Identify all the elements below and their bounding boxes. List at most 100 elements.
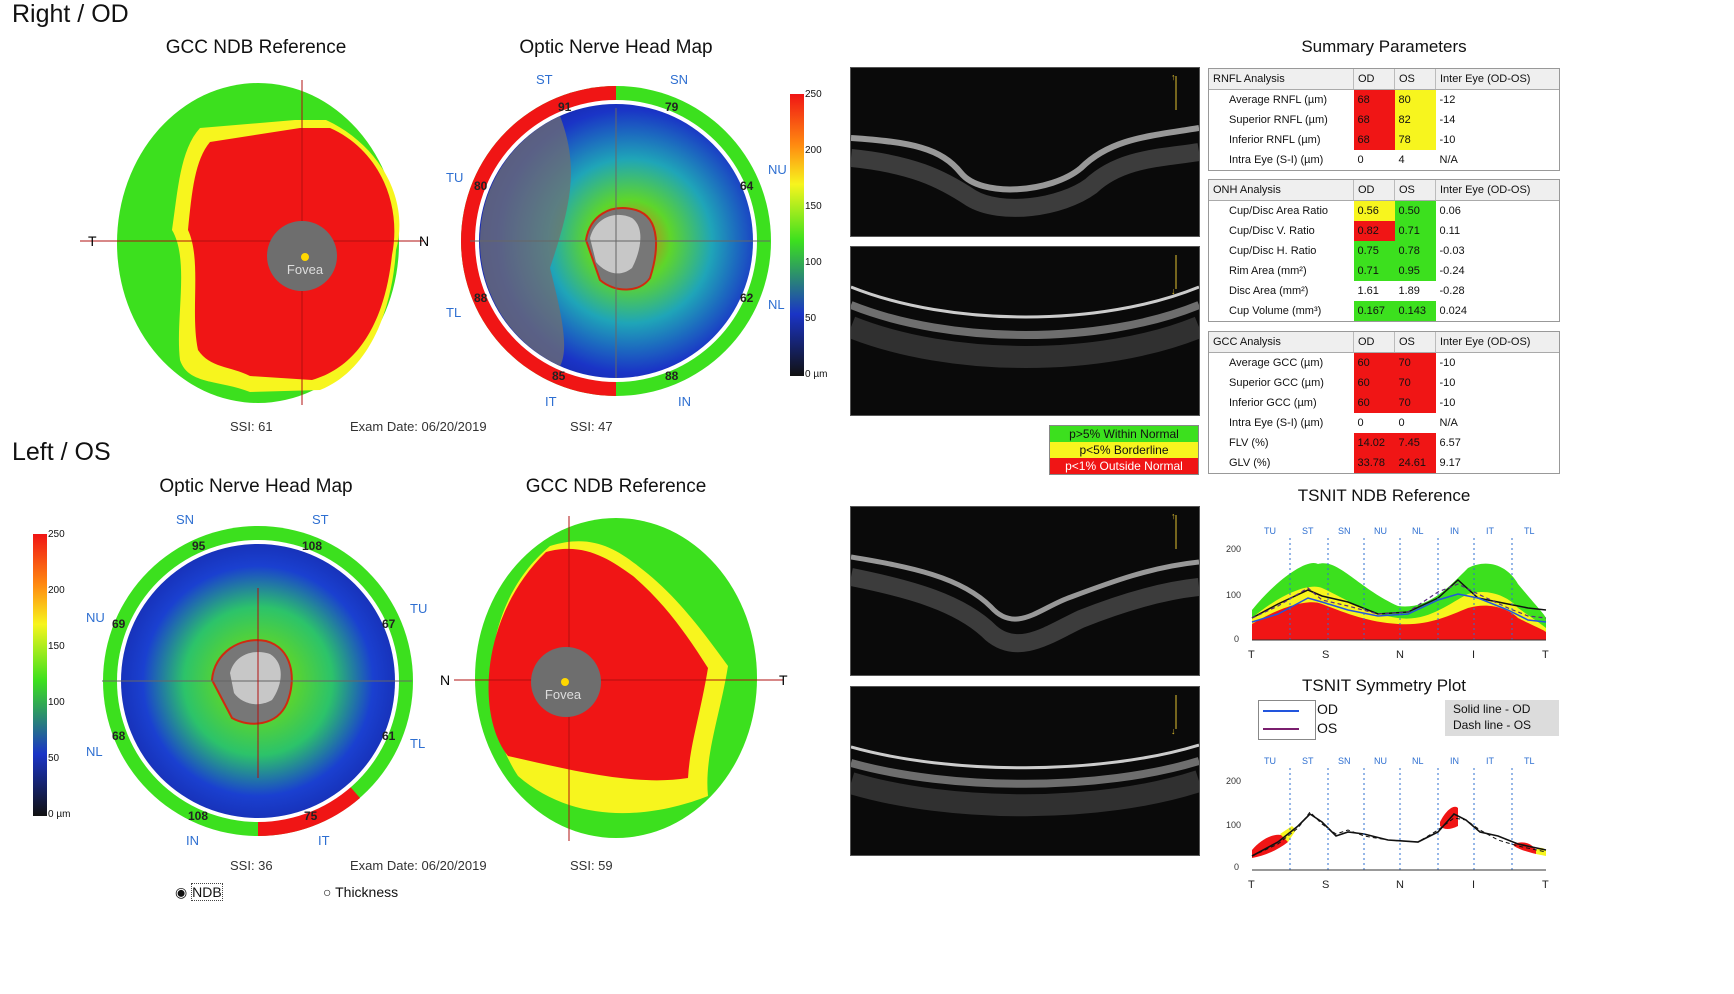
ndb-sector-sn: SN (1338, 526, 1351, 536)
os-gcc-axis-left: N (440, 672, 450, 688)
gcc-od-value: 60 (1353, 393, 1395, 413)
radio-ndb-label: NDB (191, 883, 223, 901)
os-bscan-vertical[interactable]: ↑ (850, 506, 1200, 676)
os-onh-value-in: 108 (188, 809, 208, 823)
onh-col-os: OS (1394, 180, 1436, 201)
od-color-scale-bar (790, 94, 804, 376)
rnfl-od-value: 68 (1353, 89, 1395, 110)
sym-sector-in: IN (1450, 756, 1459, 766)
os-onh-value-nl: 68 (112, 729, 126, 743)
radio-ndb-selected-icon: ◉ (175, 884, 188, 900)
ndb-xtick-t1: T (1248, 649, 1255, 661)
od-sector-nu: NU (768, 162, 787, 177)
od-gcc-map[interactable]: T N Fovea (80, 80, 440, 410)
gcc-os-value: 70 (1394, 393, 1436, 413)
os-bscan-horizontal[interactable]: ↓ (850, 686, 1200, 856)
rnfl-os-value: 4 (1398, 154, 1405, 166)
os-color-scale-ticks: 250 200 150 100 50 0 µm (48, 530, 71, 824)
radio-ndb[interactable]: ◉ NDB (175, 883, 223, 901)
os-bscan-down-arrow: ↓ (1171, 726, 1176, 736)
tsnit-sym-plot[interactable]: TU ST SN NU NL IN IT TL 200 100 0 T S N … (1218, 746, 1558, 892)
os-onh-value-tu: 67 (382, 617, 396, 631)
rnfl-param-label: Superior RNFL (µm) (1229, 114, 1328, 126)
onh-os-value: 0.78 (1394, 241, 1436, 261)
gcc-table-row: Intra Eye (S-I) (µm) 0 0 N/A (1209, 413, 1559, 433)
onh-os-value: 0.95 (1394, 261, 1436, 281)
onh-od-value: 0.82 (1353, 221, 1395, 241)
onh-table-row: Cup/Disc H. Ratio 0.75 0.78 -0.03 (1209, 241, 1559, 261)
rnfl-col-od: OD (1353, 69, 1395, 90)
sym-sector-tu: TU (1264, 756, 1276, 766)
os-onh-title: Optic Nerve Head Map (159, 476, 353, 497)
onh-od-value: 0.71 (1353, 261, 1395, 281)
ndb-ytick-0: 0 (1234, 634, 1239, 644)
os-onh-value-nu: 69 (112, 617, 126, 631)
od-onh-map[interactable]: 91 79 64 62 88 85 88 80 (440, 68, 790, 418)
od-onh-title: Optic Nerve Head Map (519, 37, 713, 58)
gcc-body: Average GCC (µm) 60 70 -10 Superior GCC (µm)… (1209, 352, 1559, 473)
os-fovea-label: Fovea (545, 687, 582, 702)
od-sector-tl: TL (446, 305, 462, 320)
onh-param-label: Cup/Disc V. Ratio (1229, 225, 1315, 237)
od-onh-value-it: 85 (552, 369, 566, 383)
onh-inter-eye-value: 0.11 (1439, 225, 1461, 237)
od-fovea-label: Fovea (287, 262, 324, 277)
ndb-xtick-i: I (1472, 649, 1475, 661)
od-scale-250: 250 (805, 89, 822, 100)
gcc-inter-eye-value: -10 (1439, 357, 1456, 369)
sym-xtick-t2: T (1542, 879, 1549, 891)
od-sector-it: IT (545, 394, 557, 409)
radio-thickness[interactable]: ○ Thickness (323, 884, 398, 900)
os-sector-nl: NL (86, 744, 103, 759)
onh-inter-eye-value: 0.024 (1439, 305, 1468, 317)
gcc-table-row: Average GCC (µm) 60 70 -10 (1209, 352, 1559, 373)
os-gcc-ssi: SSI: 59 (570, 858, 613, 873)
od-bscan-vertical[interactable]: ↑ (850, 67, 1200, 237)
od-exam-date: Exam Date: 06/20/2019 (350, 419, 487, 434)
os-scale-0: 0 µm (48, 809, 71, 820)
od-bscan-horizontal[interactable]: ↓ (850, 246, 1200, 416)
gcc-os-value: 7.45 (1394, 433, 1436, 453)
sym-xtick-n: N (1396, 879, 1404, 891)
rnfl-col-inter: Inter Eye (OD-OS) (1435, 69, 1559, 90)
ndb-sector-nu: NU (1374, 526, 1387, 536)
rnfl-col-name: RNFL Analysis (1209, 69, 1354, 90)
gcc-od-value: 0 (1357, 417, 1364, 429)
os-gcc-map[interactable]: N T Fovea (438, 516, 798, 846)
gcc-os-value: 0 (1398, 417, 1405, 429)
gcc-param-label: GLV (%) (1229, 457, 1271, 469)
od-onh-value-tu: 80 (474, 179, 488, 193)
os-sector-st: ST (312, 512, 329, 527)
sym-sector-nu: NU (1374, 756, 1387, 766)
gcc-param-label: Superior GCC (µm) (1229, 377, 1324, 389)
ndb-xtick-t2: T (1542, 649, 1549, 661)
onh-os-value: 0.71 (1394, 221, 1436, 241)
onh-od-value: 0.75 (1353, 241, 1395, 261)
od-sector-sn: SN (670, 72, 689, 87)
ndb-sector-tl: TL (1524, 526, 1535, 536)
onh-inter-eye-value: -0.24 (1439, 265, 1465, 277)
od-gcc-axis-right: N (419, 233, 429, 249)
od-scale-100: 100 (805, 257, 822, 268)
os-onh-value-st: 108 (302, 539, 322, 553)
rnfl-header-row: RNFL Analysis OD OS Inter Eye (OD-OS) (1209, 69, 1559, 90)
od-sector-tu: TU (446, 170, 464, 185)
os-onh-value-sn: 95 (192, 539, 206, 553)
os-onh-map[interactable]: 95 108 69 67 68 61 108 75 (82, 508, 432, 858)
gcc-od-value: 14.02 (1353, 433, 1395, 453)
gcc-inter-eye-value: 6.57 (1439, 437, 1461, 449)
os-sector-nu: NU (86, 610, 105, 625)
rnfl-table: RNFL Analysis OD OS Inter Eye (OD-OS) Av… (1208, 68, 1560, 171)
gcc-os-value: 70 (1394, 373, 1436, 393)
onh-table-row: Rim Area (mm²) 0.71 0.95 -0.24 (1209, 261, 1559, 281)
od-color-scale-ticks: 250 200 150 100 50 0 µm (805, 89, 827, 384)
od-onh-value-sn: 79 (665, 100, 679, 114)
gcc-os-value: 70 (1394, 352, 1436, 373)
od-sector-st: ST (536, 72, 553, 87)
gcc-inter-eye-value: 9.17 (1439, 457, 1461, 469)
tsnit-ndb-plot[interactable]: TU ST SN NU NL IN IT TL 200 100 0 T S N … (1218, 518, 1558, 666)
ndb-ytick-100: 100 (1226, 590, 1241, 600)
od-gcc-title: GCC NDB Reference (165, 37, 347, 58)
onh-inter-eye-value: -0.28 (1439, 285, 1465, 297)
os-sector-in: IN (186, 833, 199, 848)
